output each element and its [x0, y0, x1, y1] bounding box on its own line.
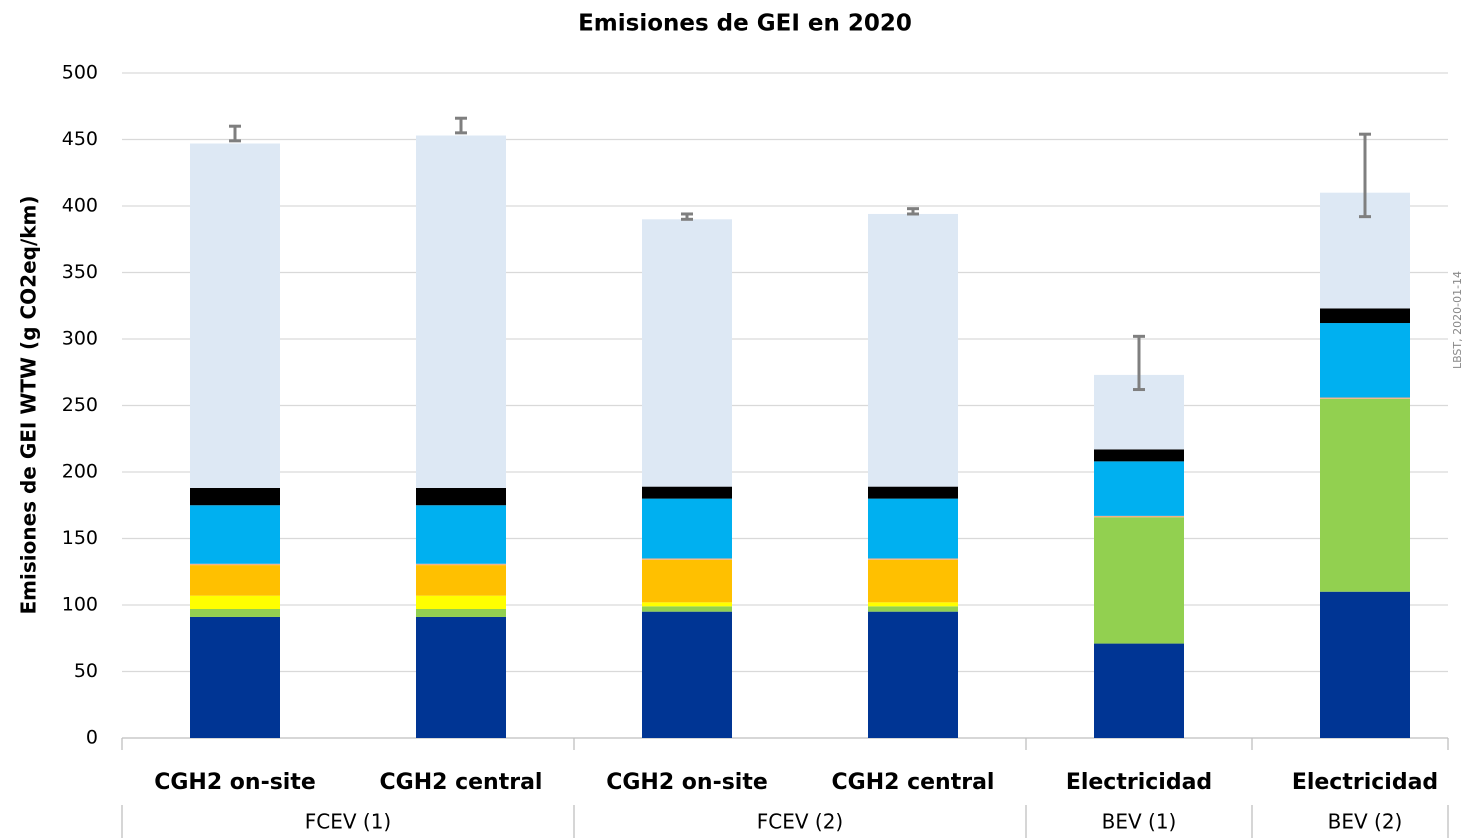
bar-segment [868, 611, 958, 738]
y-axis-label: Emisiones de GEI WTW (g CO2eq/km) [17, 195, 41, 614]
bar-segment [416, 616, 506, 738]
bar-segment [868, 558, 958, 560]
bar-segment [1320, 323, 1410, 398]
bar-segment [642, 606, 732, 612]
bar-segment [416, 608, 506, 617]
bar-segment [190, 616, 280, 738]
group-label: BEV (1) [1102, 810, 1177, 834]
y-tick-label: 250 [62, 394, 98, 416]
bar-segment [642, 219, 732, 487]
bar-segment [190, 487, 280, 506]
x-tick-label: Electricidad [1292, 770, 1438, 795]
x-tick-label: Electricidad [1066, 770, 1212, 795]
bar-segment [868, 606, 958, 612]
bar-segment [416, 505, 506, 564]
y-tick-label: 100 [62, 594, 98, 616]
x-tick-label: CGH2 on-site [154, 770, 316, 795]
x-tick-label: CGH2 on-site [606, 770, 768, 795]
bar-segment [642, 611, 732, 738]
bar-segment [868, 486, 958, 499]
y-tick-label: 300 [62, 328, 98, 350]
bar-segment [1094, 517, 1184, 644]
y-tick-label: 350 [62, 261, 98, 283]
bar-segment [642, 558, 732, 560]
bar-segment [1094, 643, 1184, 738]
group-label: FCEV (2) [757, 810, 843, 834]
y-tick-label: 500 [62, 62, 98, 84]
bar-segment [1094, 461, 1184, 516]
bar-segment [1320, 398, 1410, 592]
y-tick-label: 400 [62, 195, 98, 217]
annotation: LBST, 2020-01-14 [1451, 271, 1464, 369]
bar-segment [868, 213, 958, 487]
bar-segment [190, 565, 280, 596]
bar-segment [868, 559, 958, 603]
bar-segment [416, 565, 506, 596]
bar-segment [642, 486, 732, 499]
y-tick-label: 200 [62, 461, 98, 483]
group-label: BEV (2) [1328, 810, 1403, 834]
bar-segment [1094, 449, 1184, 462]
bar-segment [1320, 397, 1410, 399]
bar-segment [642, 602, 732, 607]
bar-segment [416, 563, 506, 566]
bar-segment [868, 498, 958, 559]
x-tick-label: CGH2 central [832, 770, 995, 795]
bar-segment [190, 563, 280, 566]
bar-segment [868, 602, 958, 607]
bar-segment [416, 595, 506, 609]
bar-segment [416, 135, 506, 488]
y-tick-label: 0 [86, 727, 98, 749]
bar-segment [190, 505, 280, 564]
bar-segment [1320, 308, 1410, 324]
group-label: FCEV (1) [305, 810, 391, 834]
bar-segment [190, 595, 280, 609]
bar-segment [190, 143, 280, 488]
bar-segment [642, 498, 732, 559]
bar-segment [1094, 515, 1184, 518]
bar-segment [642, 559, 732, 603]
chart-title: Emisiones de GEI en 2020 [578, 11, 912, 37]
y-tick-label: 150 [62, 527, 98, 549]
y-tick-label: 450 [62, 128, 98, 150]
bar-segment [416, 487, 506, 506]
bar-segment [190, 608, 280, 617]
bar-segment [1320, 591, 1410, 738]
x-tick-label: CGH2 central [380, 770, 543, 795]
y-tick-label: 50 [74, 660, 98, 682]
